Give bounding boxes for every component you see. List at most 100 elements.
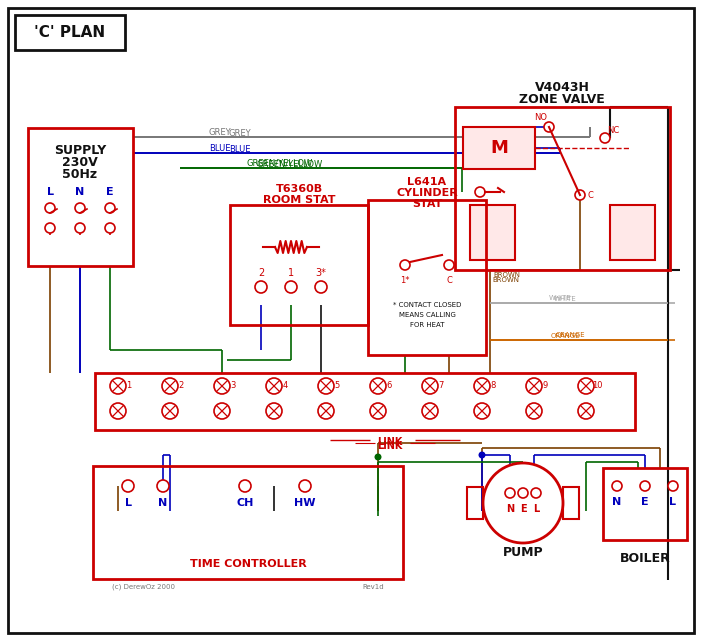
Text: E: E bbox=[641, 497, 649, 507]
Text: BOILER: BOILER bbox=[620, 551, 670, 565]
Text: WHITE: WHITE bbox=[554, 296, 576, 302]
Text: HW: HW bbox=[294, 498, 316, 508]
Text: Rev1d: Rev1d bbox=[362, 584, 384, 590]
Bar bbox=[93, 466, 403, 579]
Circle shape bbox=[266, 378, 282, 394]
Bar bbox=[470, 205, 515, 260]
Text: ZONE VALVE: ZONE VALVE bbox=[519, 92, 605, 106]
Circle shape bbox=[578, 378, 594, 394]
Circle shape bbox=[474, 378, 490, 394]
Bar bbox=[463, 127, 535, 169]
Bar bbox=[95, 373, 635, 430]
Circle shape bbox=[370, 378, 386, 394]
Text: MEANS CALLING: MEANS CALLING bbox=[399, 312, 456, 318]
Text: 1: 1 bbox=[288, 268, 294, 278]
Circle shape bbox=[526, 378, 542, 394]
Text: NO: NO bbox=[534, 113, 548, 122]
Text: 3: 3 bbox=[230, 381, 236, 390]
Text: L: L bbox=[670, 497, 677, 507]
Text: ORANGE: ORANGE bbox=[555, 332, 585, 338]
Text: 1*: 1* bbox=[400, 276, 410, 285]
Text: L641A: L641A bbox=[407, 177, 446, 187]
Text: (c) DerewOz 2000: (c) DerewOz 2000 bbox=[112, 584, 175, 590]
Text: NC: NC bbox=[607, 126, 619, 135]
Circle shape bbox=[318, 378, 334, 394]
Bar bbox=[467, 487, 483, 519]
Circle shape bbox=[75, 203, 85, 213]
Text: 50Hz: 50Hz bbox=[62, 167, 98, 181]
Text: GREEN/YELLOW: GREEN/YELLOW bbox=[257, 160, 323, 169]
Circle shape bbox=[105, 203, 115, 213]
Text: E: E bbox=[519, 504, 526, 514]
Circle shape bbox=[214, 403, 230, 419]
Text: L: L bbox=[46, 187, 53, 197]
Text: 4: 4 bbox=[282, 381, 288, 390]
Circle shape bbox=[612, 481, 622, 491]
Circle shape bbox=[374, 453, 381, 460]
Text: T6360B: T6360B bbox=[275, 184, 322, 194]
Circle shape bbox=[110, 378, 126, 394]
Circle shape bbox=[45, 223, 55, 233]
Circle shape bbox=[578, 403, 594, 419]
Circle shape bbox=[422, 403, 438, 419]
Text: BLUE: BLUE bbox=[230, 144, 251, 153]
Circle shape bbox=[239, 480, 251, 492]
Circle shape bbox=[668, 481, 678, 491]
Text: N: N bbox=[75, 187, 85, 197]
Text: N: N bbox=[159, 498, 168, 508]
Circle shape bbox=[526, 403, 542, 419]
Circle shape bbox=[575, 190, 585, 200]
Circle shape bbox=[110, 403, 126, 419]
Bar bbox=[455, 107, 670, 270]
Text: 7: 7 bbox=[438, 381, 444, 390]
Text: 8: 8 bbox=[490, 381, 496, 390]
Circle shape bbox=[444, 260, 454, 270]
Bar bbox=[28, 128, 133, 266]
Bar bbox=[610, 205, 655, 260]
Circle shape bbox=[505, 488, 515, 498]
Circle shape bbox=[285, 281, 297, 293]
Text: ORANGE: ORANGE bbox=[550, 333, 580, 339]
Text: 230V: 230V bbox=[62, 156, 98, 169]
Circle shape bbox=[518, 488, 528, 498]
Bar bbox=[368, 200, 486, 355]
Circle shape bbox=[483, 463, 563, 543]
Text: BLUE: BLUE bbox=[209, 144, 231, 153]
Text: 2: 2 bbox=[178, 381, 184, 390]
Circle shape bbox=[400, 260, 410, 270]
Text: BROWN: BROWN bbox=[493, 272, 520, 278]
Text: 3*: 3* bbox=[316, 268, 326, 278]
Text: 6: 6 bbox=[386, 381, 392, 390]
Circle shape bbox=[315, 281, 327, 293]
Circle shape bbox=[75, 223, 85, 233]
Text: WHITE: WHITE bbox=[549, 295, 571, 301]
Circle shape bbox=[255, 281, 267, 293]
Text: 10: 10 bbox=[592, 381, 602, 390]
Text: 2: 2 bbox=[258, 268, 264, 278]
Text: GREEN/YELLOW: GREEN/YELLOW bbox=[247, 158, 313, 167]
Text: 'C' PLAN: 'C' PLAN bbox=[34, 24, 105, 40]
Circle shape bbox=[266, 403, 282, 419]
Circle shape bbox=[640, 481, 650, 491]
Circle shape bbox=[162, 378, 178, 394]
Text: TIME CONTROLLER: TIME CONTROLLER bbox=[190, 559, 306, 569]
Text: N: N bbox=[506, 504, 514, 514]
Circle shape bbox=[122, 480, 134, 492]
Circle shape bbox=[600, 133, 610, 143]
Circle shape bbox=[318, 403, 334, 419]
Text: BROWN: BROWN bbox=[492, 277, 519, 283]
Text: PUMP: PUMP bbox=[503, 547, 543, 560]
Text: E: E bbox=[106, 187, 114, 197]
Text: N: N bbox=[612, 497, 622, 507]
Circle shape bbox=[475, 187, 485, 197]
Text: ROOM STAT: ROOM STAT bbox=[263, 195, 336, 205]
Text: SUPPLY: SUPPLY bbox=[54, 144, 106, 156]
Text: * CONTACT CLOSED: * CONTACT CLOSED bbox=[393, 302, 461, 308]
Bar bbox=[563, 487, 579, 519]
Circle shape bbox=[162, 403, 178, 419]
Text: L: L bbox=[533, 504, 539, 514]
Text: CH: CH bbox=[237, 498, 253, 508]
Bar bbox=[15, 15, 125, 50]
Text: GREY: GREY bbox=[208, 128, 232, 137]
Circle shape bbox=[474, 403, 490, 419]
